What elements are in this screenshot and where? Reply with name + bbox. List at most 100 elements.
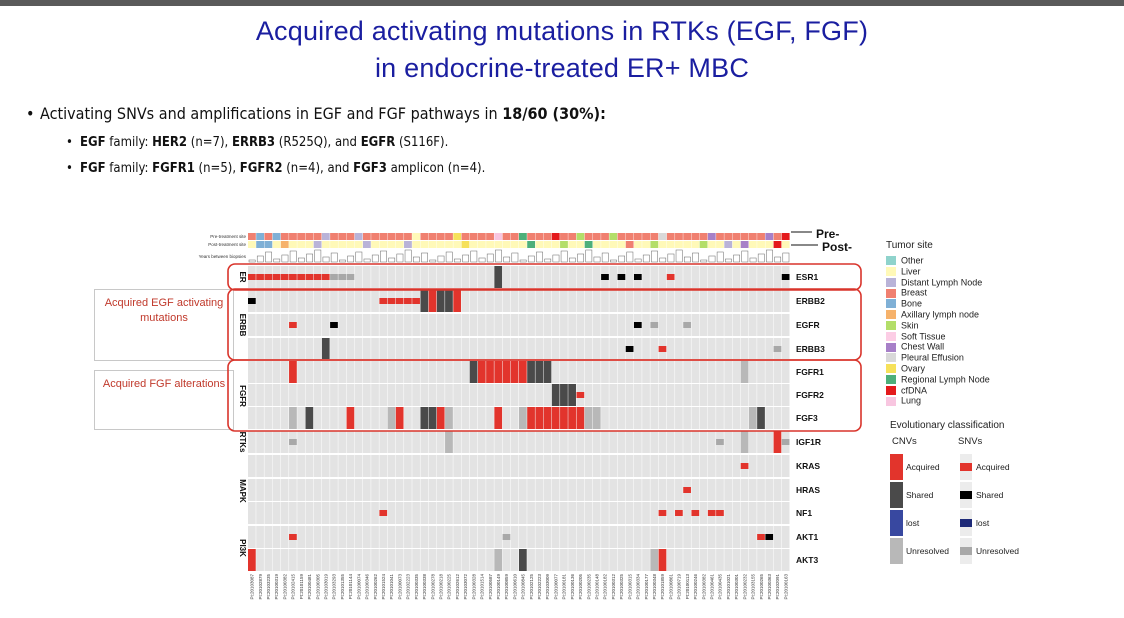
heatmap-cell — [280, 407, 289, 429]
heatmap-cell — [658, 431, 667, 453]
pre-site-cell — [625, 233, 634, 240]
heatmap-cell — [486, 431, 494, 453]
cnv-mark — [436, 290, 445, 312]
heatmap-cell — [617, 361, 626, 383]
sample-label: Pt:20101041 — [389, 574, 394, 600]
heatmap-cell — [757, 290, 765, 312]
heatmap-cell — [584, 266, 593, 288]
pre-site-cell — [527, 233, 536, 240]
pre-site-cell — [543, 233, 552, 240]
heatmap-cell — [543, 431, 552, 453]
cnv-header: CNVs — [892, 436, 917, 447]
heatmap-cell — [272, 384, 281, 406]
heatmap-cell — [683, 407, 691, 429]
heatmap-cell — [560, 431, 568, 453]
heatmap-cell — [387, 384, 396, 406]
heatmap-cell — [560, 290, 568, 312]
heatmap-cell — [510, 314, 519, 336]
heatmap-cell — [280, 431, 289, 453]
heatmap-cell — [642, 431, 650, 453]
tumor-site-entry: Lung — [886, 395, 921, 406]
heatmap-cell — [297, 502, 305, 524]
heatmap-cell — [362, 502, 371, 524]
post-site-cell — [642, 241, 650, 248]
bullet-dot: • — [66, 161, 73, 176]
heatmap-cell — [264, 361, 273, 383]
sample-label: Pt:20101159 — [299, 574, 304, 600]
tumor-site-legend: Tumor site Other Liver Distant Lymph Node B… — [886, 240, 1122, 406]
heatmap-cell — [732, 266, 741, 288]
heatmap-cell — [445, 266, 453, 288]
heatmap-cell — [404, 479, 412, 501]
heatmap-cell — [461, 549, 470, 571]
tumor-site-entry: Distant Lymph Node — [886, 277, 983, 288]
heatmap-cell — [551, 502, 560, 524]
years-bar — [371, 254, 379, 263]
heatmap-cell — [757, 314, 765, 336]
heatmap-cell — [412, 338, 420, 360]
gene-label-egfr: EGFR — [796, 320, 820, 330]
heatmap-cell — [601, 455, 609, 477]
snv-mark — [379, 298, 388, 304]
heatmap-cell — [666, 431, 675, 453]
tumor-site-swatch — [886, 266, 896, 276]
heatmap-cell — [330, 407, 338, 429]
heatmap-cell — [453, 384, 462, 406]
sample-label: Pt:20100382 — [282, 574, 287, 600]
heatmap-cell — [453, 502, 462, 524]
snv-mark — [404, 298, 412, 304]
gene-label-fgfr1: FGFR1 — [796, 367, 824, 377]
group-label-pi3k: PI3K — [238, 539, 247, 557]
pre-site-cell — [248, 233, 256, 240]
post-site-cell — [609, 241, 618, 248]
heatmap-cell — [724, 455, 733, 477]
heatmap-cell — [757, 549, 765, 571]
heatmap-cell — [510, 526, 519, 548]
heatmap-cell — [412, 455, 420, 477]
heatmap-cell — [781, 549, 790, 571]
heatmap-cell — [666, 526, 675, 548]
tumor-site-label: Distant Lymph Node — [901, 277, 983, 288]
heatmap-cell — [502, 455, 511, 477]
heatmap-cell — [527, 502, 535, 524]
heatmap-cell — [469, 502, 478, 524]
pre-site-cell — [781, 233, 790, 240]
heatmap-cell — [642, 455, 650, 477]
pre-site-cell — [724, 233, 733, 240]
highlight-er — [227, 263, 862, 291]
sample-label: Pt:20100319 — [274, 574, 279, 600]
heatmap-cell — [404, 549, 412, 571]
heatmap-cell — [642, 266, 650, 288]
heatmap-cell — [757, 266, 765, 288]
tumor-site-swatch — [886, 256, 896, 266]
bullet-dot: • — [26, 104, 35, 123]
heatmap-cell — [346, 431, 355, 453]
heatmap-cell — [371, 407, 379, 429]
heatmap-cell — [724, 479, 733, 501]
bullet-main-text: Activating SNVs and amplifications in EG… — [40, 104, 503, 123]
sample-label: Pt:20101144 — [348, 574, 353, 600]
heatmap-cell — [264, 526, 273, 548]
heatmap-cell — [477, 314, 486, 336]
heatmap-cell — [658, 266, 667, 288]
heatmap-cell — [601, 431, 609, 453]
years-bar — [708, 255, 716, 263]
heatmap-cell — [658, 361, 667, 383]
heatmap-cell — [321, 502, 330, 524]
heatmap-cell — [354, 526, 363, 548]
cnv-mark — [543, 407, 552, 429]
heatmap-cell — [248, 338, 256, 360]
heatmap-cell — [338, 290, 347, 312]
heatmap-cell — [346, 526, 355, 548]
cnv-mark — [494, 361, 503, 383]
heatmap-cell — [633, 526, 642, 548]
heatmap-cell — [379, 314, 388, 336]
post-site-cell — [740, 241, 749, 248]
snv-mark — [305, 274, 314, 280]
heatmap-cell — [732, 314, 741, 336]
cnv-mark — [387, 407, 396, 429]
heatmap-cell — [675, 526, 683, 548]
post-site-cell — [502, 241, 511, 248]
heatmap-cell — [346, 502, 355, 524]
tumor-site-swatch — [886, 288, 896, 298]
